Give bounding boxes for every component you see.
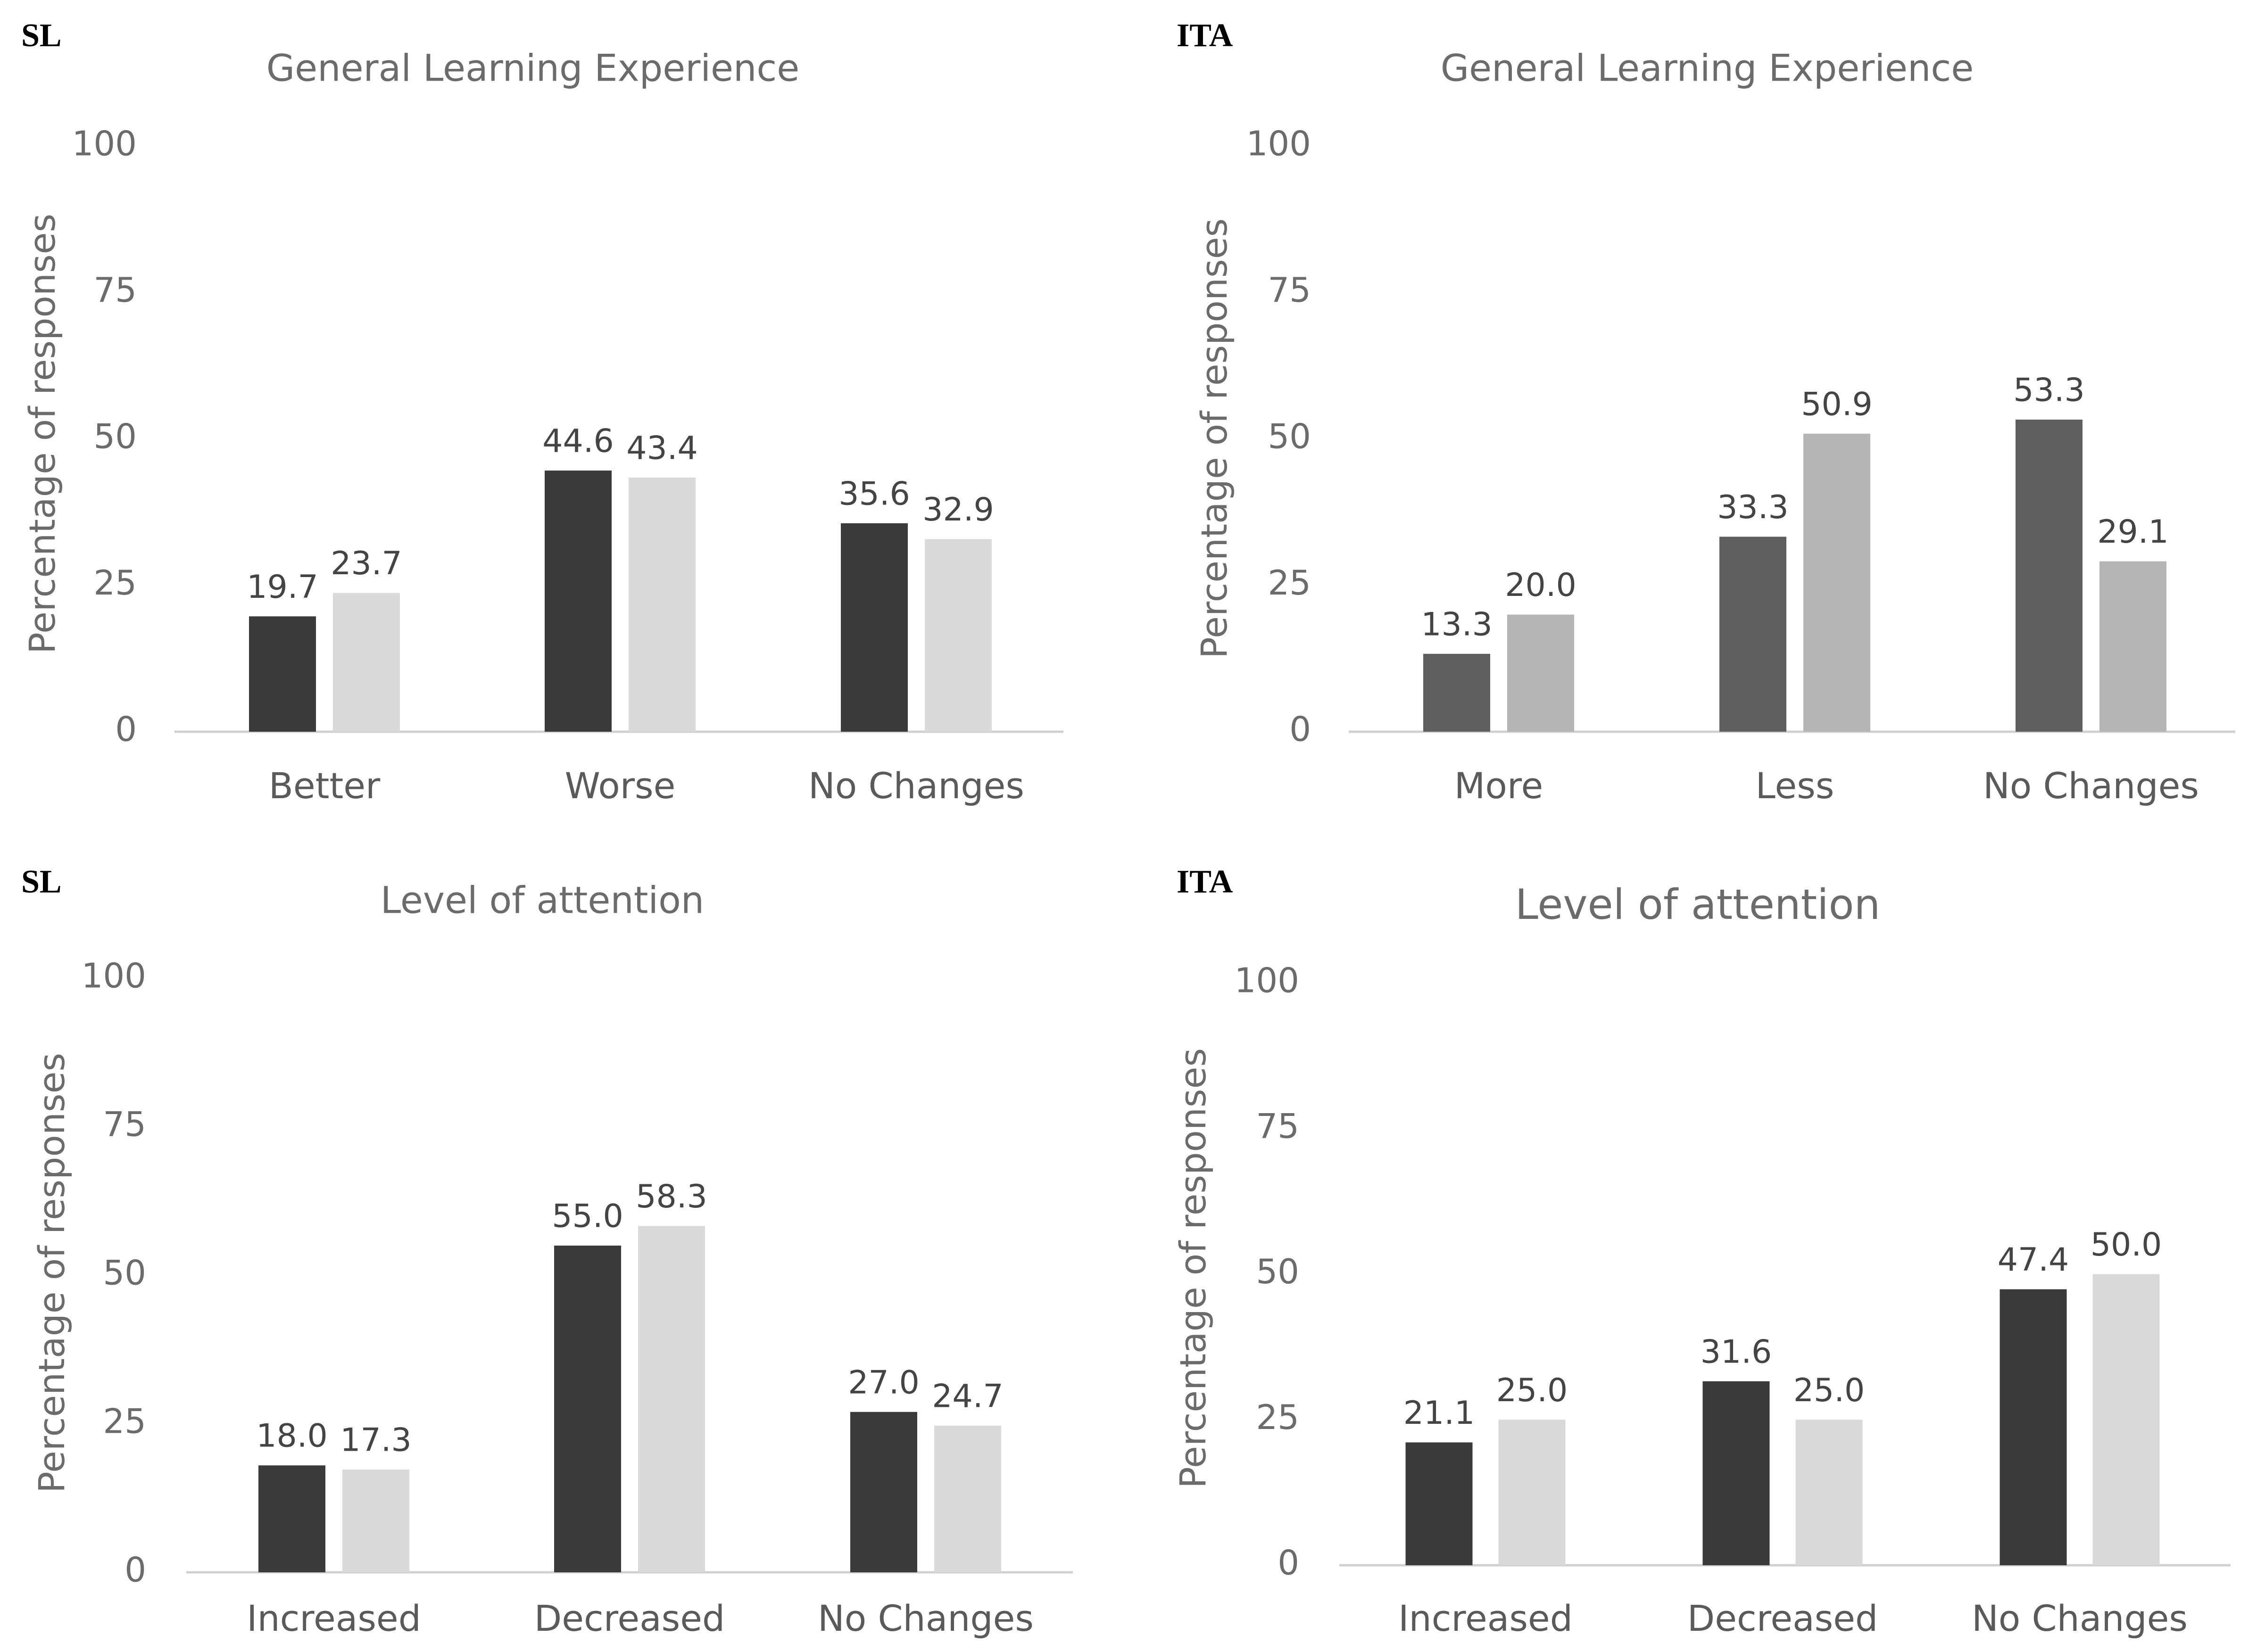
y-tick-label: 50: [1256, 1252, 1299, 1291]
y-tick-label: 50: [1268, 417, 1311, 456]
data-label: 25.0: [1793, 1372, 1865, 1409]
y-tick-label: 25: [1268, 563, 1311, 603]
data-label: 18.0: [256, 1418, 327, 1455]
data-label: 13.3: [1421, 606, 1492, 643]
y-tick-label: 75: [1256, 1106, 1299, 1146]
y-tick-label: 0: [1289, 710, 1311, 749]
y-tick-label: 100: [82, 956, 146, 996]
y-tick-label: 25: [1256, 1397, 1299, 1437]
chart-panel-2: ITA General Learning Experience Percentage…: [1177, 17, 2235, 807]
x-category-label: No Changes: [1972, 1597, 2188, 1639]
bar: [258, 1465, 325, 1572]
bar: [934, 1425, 1001, 1572]
bar: [249, 616, 316, 732]
bar: [1507, 614, 1574, 732]
x-category-label: Increased: [247, 1597, 421, 1639]
bar: [1405, 1442, 1473, 1565]
bar: [545, 471, 612, 732]
y-tick-label: 25: [103, 1402, 146, 1441]
bar: [342, 1470, 409, 1572]
chart-title: General Learning Experience: [266, 47, 800, 90]
data-label: 24.7: [932, 1378, 1003, 1415]
data-label: 32.9: [922, 491, 994, 529]
bar: [1719, 537, 1786, 732]
bar: [2016, 420, 2083, 732]
y-tick-label: 0: [124, 1550, 146, 1590]
data-label: 53.3: [2013, 372, 2084, 409]
bar: [629, 477, 696, 732]
chart-panel-3: SL Level of attention Percentage of respon…: [21, 864, 1073, 1639]
bar: [638, 1226, 705, 1572]
data-label: 23.7: [331, 545, 402, 582]
x-category-label: Decreased: [534, 1597, 725, 1639]
data-label: 50.9: [1801, 386, 1872, 423]
chart-panel-1: SL General Learning Experience Percentage …: [21, 17, 1063, 807]
y-tick-label: 50: [93, 417, 137, 456]
x-category-label: No Changes: [808, 765, 1024, 807]
y-tick-label: 0: [115, 710, 137, 749]
chart-title: General Learning Experience: [1441, 47, 1974, 90]
y-tick-label: 100: [1235, 961, 1299, 1000]
bar: [925, 539, 992, 732]
bar: [1702, 1381, 1770, 1565]
panel-label: ITA: [1177, 17, 1233, 54]
bar: [2092, 1274, 2160, 1565]
y-tick-label: 75: [93, 270, 137, 310]
data-label: 21.1: [1403, 1395, 1475, 1432]
y-tick-label: 50: [103, 1253, 146, 1293]
x-category-label: No Changes: [1983, 765, 2199, 807]
y-axis-title: Percentage of responses: [1193, 218, 1235, 659]
y-axis-title: Percentage of responses: [1172, 1048, 1214, 1488]
bar: [1423, 653, 1490, 732]
y-tick-label: 0: [1278, 1543, 1299, 1583]
y-tick-label: 100: [1246, 124, 1311, 164]
y-tick-label: 75: [103, 1105, 146, 1144]
data-label: 47.4: [1998, 1241, 2069, 1279]
panel-label: SL: [21, 17, 62, 54]
y-tick-label: 75: [1268, 270, 1311, 310]
data-label: 33.3: [1717, 489, 1788, 526]
data-label: 35.6: [838, 475, 910, 512]
x-category-label: Less: [1756, 765, 1834, 807]
data-label: 44.6: [542, 423, 614, 460]
bar: [841, 523, 908, 732]
x-category-label: More: [1454, 765, 1543, 807]
panel-label: ITA: [1177, 864, 1233, 900]
bar: [1803, 433, 1870, 732]
bar: [333, 593, 400, 732]
bar: [2000, 1289, 2067, 1565]
panel-label: SL: [21, 864, 62, 900]
y-tick-label: 100: [72, 124, 137, 164]
chart-panel-4: ITA Level of attention Percentage of respo…: [1172, 864, 2231, 1639]
data-label: 25.0: [1496, 1372, 1568, 1409]
data-label: 50.0: [2091, 1226, 2162, 1264]
chart-title: Level of attention: [1515, 880, 1880, 929]
x-category-label: Increased: [1398, 1597, 1573, 1639]
data-label: 58.3: [636, 1178, 707, 1215]
bar: [2099, 561, 2166, 732]
data-label: 19.7: [247, 569, 318, 606]
chart-title: Level of attention: [381, 879, 704, 922]
data-label: 55.0: [552, 1198, 623, 1235]
data-label: 29.1: [2097, 513, 2168, 551]
x-category-label: Worse: [565, 765, 676, 807]
x-category-label: Better: [269, 765, 381, 807]
bar: [554, 1246, 621, 1572]
y-axis-title: Percentage of responses: [21, 214, 63, 654]
data-label: 31.6: [1701, 1333, 1772, 1371]
x-category-label: Decreased: [1687, 1597, 1878, 1639]
data-label: 20.0: [1505, 567, 1576, 604]
y-axis-title: Percentage of responses: [31, 1053, 73, 1493]
data-label: 17.3: [340, 1422, 411, 1459]
x-category-label: No Changes: [818, 1597, 1034, 1639]
y-tick-label: 25: [93, 563, 137, 603]
bar: [1795, 1420, 1863, 1565]
bar: [850, 1412, 917, 1572]
bar: [1498, 1420, 1566, 1565]
data-label: 27.0: [848, 1364, 919, 1401]
data-label: 43.4: [626, 430, 697, 467]
